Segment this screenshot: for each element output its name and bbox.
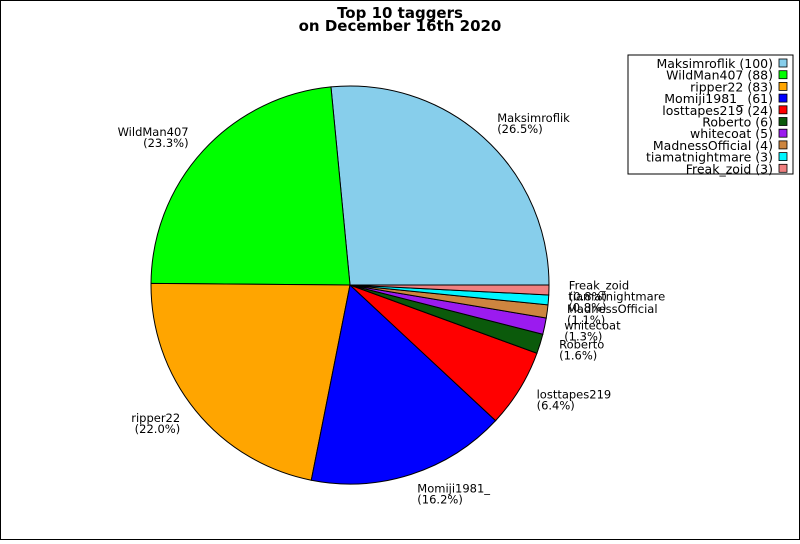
slice-label-whitecoat: whitecoat — [564, 318, 621, 332]
legend-swatch-losttapes219 — [778, 105, 788, 115]
slice-label-losttapes219: losttapes219 — [537, 387, 612, 401]
pie-slices — [150, 85, 550, 485]
slice-percent-tiamatnightmare: (0.8%) — [568, 300, 606, 314]
slice-label-maksimroflik: Maksimroflik — [497, 111, 570, 125]
slice-label-freak-zoid: Freak_zoid — [569, 279, 629, 293]
slice-percent-ripper22: (22.0%) — [135, 422, 181, 436]
legend-label-tiamatnightmare: tiamatnightmare (3) — [646, 150, 773, 165]
legend-swatch-momiji1981 — [778, 93, 788, 103]
slice-percent-wildman407: (23.3%) — [143, 136, 189, 150]
slice-percent-whitecoat: (1.3%) — [564, 329, 602, 343]
legend-swatch-madnessofficial — [778, 140, 788, 150]
chart-title-line-2: on December 16th 2020 — [299, 17, 502, 35]
legend-swatch-roberto — [778, 117, 788, 126]
legend-swatch-maksimroflik — [778, 58, 788, 68]
slice-label-ripper22: ripper22 — [131, 411, 180, 425]
slice-labels: Maksimroflik(26.5%) WildMan407(23.3%) ripp… — [118, 111, 666, 506]
pie-slice-maksimroflik — [330, 85, 550, 286]
legend-swatch-freak-zoid — [778, 163, 788, 173]
legend-swatch-tiamatnightmare — [778, 152, 788, 162]
slice-percent-madnessofficial: (1.1%) — [567, 313, 605, 327]
slice-label-roberto: Roberto — [559, 338, 604, 352]
legend-swatch-whitecoat — [778, 128, 788, 138]
pie-slice-wildman407 — [150, 86, 351, 286]
legend-label-whitecoat: whitecoat (5) — [690, 126, 773, 141]
legend-label-wildman407: WildMan407 (88) — [666, 68, 773, 83]
legend-label-losttapes219: losttapes219 (24) — [662, 103, 773, 118]
slice-percent-maksimroflik: (26.5%) — [497, 122, 543, 136]
slice-label-tiamatnightmare: tiamatnightmare — [568, 289, 665, 303]
slice-label-madnessofficial: MadnessOfficial — [567, 302, 658, 316]
slice-label-momiji1981: Momiji1981_ — [417, 481, 490, 495]
slice-label-wildman407: WildMan407 — [118, 125, 189, 139]
legend-label-freak-zoid: Freak_zoid (3) — [686, 161, 773, 176]
slice-percent-losttapes219: (6.4%) — [537, 398, 575, 412]
pie-slice-ripper22 — [150, 282, 351, 481]
slice-percent-freak-zoid: (0.8%) — [569, 290, 607, 304]
legend-swatch-ripper22 — [778, 82, 788, 91]
slice-percent-roberto: (1.6%) — [559, 349, 597, 363]
legend-label-ripper22: ripper22 (83) — [690, 79, 773, 94]
chart-title-line-1: Top 10 taggers — [337, 4, 463, 22]
legend-label-madnessofficial: MadnessOfficial (4) — [653, 138, 773, 153]
pie-slice-freak-zoid — [349, 284, 550, 296]
legend: Maksimroflik (100)WildMan407 (88)ripper2… — [627, 54, 794, 176]
legend-label-maksimroflik: Maksimroflik (100) — [656, 56, 773, 71]
slice-percent-momiji1981: (16.2%) — [417, 492, 463, 506]
pie-slice-momiji1981 — [310, 284, 497, 485]
legend-label-momiji1981: Momiji1981_ (61) — [664, 91, 773, 106]
legend-box — [627, 54, 794, 175]
legend-label-roberto: Roberto (6) — [702, 115, 773, 130]
legend-swatch-wildman407 — [778, 70, 788, 80]
